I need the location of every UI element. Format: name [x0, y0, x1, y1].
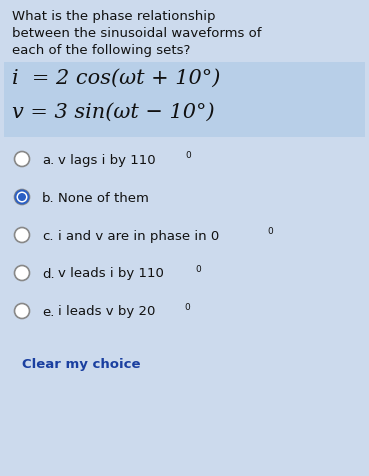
Text: i  = 2 cos(ωt + 10°): i = 2 cos(ωt + 10°) — [12, 69, 220, 88]
Circle shape — [17, 192, 28, 203]
Text: 0: 0 — [185, 150, 191, 159]
Text: each of the following sets?: each of the following sets? — [12, 44, 190, 57]
Circle shape — [14, 190, 30, 205]
Text: a.: a. — [42, 153, 54, 166]
Text: v leads i by 110: v leads i by 110 — [58, 267, 164, 280]
Text: 0: 0 — [184, 302, 190, 311]
Text: What is the phase relationship: What is the phase relationship — [12, 10, 215, 23]
Circle shape — [18, 194, 26, 201]
Circle shape — [14, 266, 30, 281]
Text: b.: b. — [42, 191, 55, 204]
Text: v lags i by 110: v lags i by 110 — [58, 153, 156, 166]
Text: v = 3 sin(ωt − 10°): v = 3 sin(ωt − 10°) — [12, 103, 215, 122]
Text: Clear my choice: Clear my choice — [22, 357, 141, 370]
Circle shape — [14, 152, 30, 167]
Text: between the sinusoidal waveforms of: between the sinusoidal waveforms of — [12, 27, 262, 40]
Text: e.: e. — [42, 305, 54, 318]
Circle shape — [14, 304, 30, 319]
Text: i and v are in phase in 0: i and v are in phase in 0 — [58, 229, 219, 242]
Text: i leads v by 20: i leads v by 20 — [58, 305, 155, 318]
Text: 0: 0 — [267, 226, 273, 235]
Text: 0: 0 — [196, 264, 201, 273]
Circle shape — [14, 228, 30, 243]
Circle shape — [14, 190, 30, 205]
Text: c.: c. — [42, 229, 54, 242]
FancyBboxPatch shape — [4, 63, 365, 138]
Text: d.: d. — [42, 267, 55, 280]
Text: None of them: None of them — [58, 191, 149, 204]
